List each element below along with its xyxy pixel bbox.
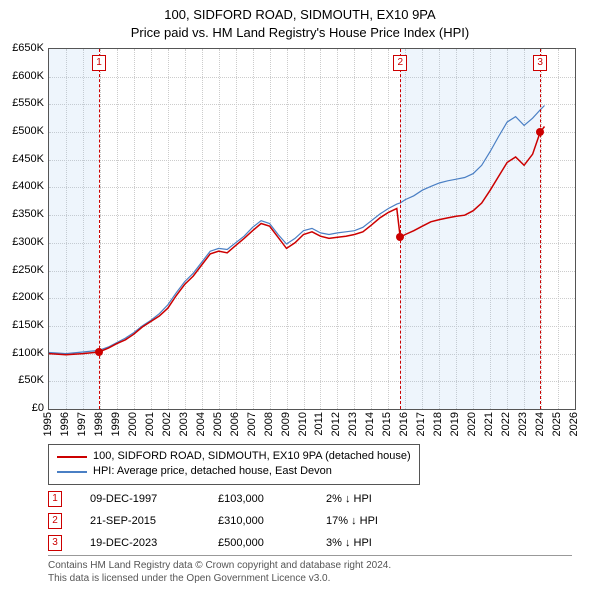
x-tick-label: 2021 [483, 412, 495, 436]
footer-line2: This data is licensed under the Open Gov… [48, 572, 572, 585]
title-line1: 100, SIDFORD ROAD, SIDMOUTH, EX10 9PA [0, 6, 600, 24]
x-tick-label: 2009 [280, 412, 292, 436]
y-tick-label: £250K [0, 264, 44, 276]
y-tick-label: £0 [0, 402, 44, 414]
x-tick-label: 2010 [297, 412, 309, 436]
footer: Contains HM Land Registry data © Crown c… [48, 555, 572, 585]
x-tick-label: 2004 [195, 412, 207, 436]
x-tick-label: 2025 [551, 412, 563, 436]
x-tick-label: 2019 [449, 412, 461, 436]
x-tick-label: 2016 [398, 412, 410, 436]
chart-area: 1 2 3 [48, 48, 576, 410]
chart-svg [49, 49, 575, 409]
x-tick-label: 2003 [178, 412, 190, 436]
legend-swatch-price [57, 456, 87, 458]
x-tick-label: 2026 [568, 412, 580, 436]
event-dot [95, 348, 103, 356]
title-line2: Price paid vs. HM Land Registry's House … [0, 24, 600, 42]
legend-row: 100, SIDFORD ROAD, SIDMOUTH, EX10 9PA (d… [57, 449, 411, 464]
x-tick-label: 2022 [500, 412, 512, 436]
x-tick-label: 2018 [432, 412, 444, 436]
x-tick-label: 2000 [127, 412, 139, 436]
x-tick-label: 2001 [144, 412, 156, 436]
y-tick-label: £300K [0, 236, 44, 248]
x-tick-label: 2023 [517, 412, 529, 436]
event-marker: 3 [533, 55, 547, 71]
event-date: 21-SEP-2015 [90, 515, 190, 527]
event-badge: 3 [48, 535, 62, 551]
events-table: 1 09-DEC-1997 £103,000 2% ↓ HPI 2 21-SEP… [48, 488, 416, 554]
event-pct: 17% ↓ HPI [326, 515, 416, 527]
y-tick-label: £550K [0, 97, 44, 109]
event-line [400, 49, 401, 409]
x-tick-label: 2005 [212, 412, 224, 436]
legend-box: 100, SIDFORD ROAD, SIDMOUTH, EX10 9PA (d… [48, 444, 420, 485]
x-tick-label: 2020 [466, 412, 478, 436]
series-hpi [49, 106, 545, 354]
x-tick-label: 2007 [246, 412, 258, 436]
x-tick-label: 2015 [381, 412, 393, 436]
event-pct: 3% ↓ HPI [326, 537, 416, 549]
y-tick-label: £100K [0, 347, 44, 359]
legend-label-price: 100, SIDFORD ROAD, SIDMOUTH, EX10 9PA (d… [93, 449, 411, 464]
event-dot [536, 128, 544, 136]
event-marker: 2 [393, 55, 407, 71]
event-date: 19-DEC-2023 [90, 537, 190, 549]
event-price: £103,000 [218, 493, 298, 505]
x-tick-label: 1999 [110, 412, 122, 436]
x-tick-label: 2006 [229, 412, 241, 436]
footer-line1: Contains HM Land Registry data © Crown c… [48, 559, 572, 572]
event-date: 09-DEC-1997 [90, 493, 190, 505]
legend-label-hpi: HPI: Average price, detached house, East… [93, 464, 332, 479]
event-row: 3 19-DEC-2023 £500,000 3% ↓ HPI [48, 532, 416, 554]
y-tick-label: £650K [0, 42, 44, 54]
y-tick-label: £400K [0, 180, 44, 192]
x-tick-label: 2002 [161, 412, 173, 436]
event-badge: 2 [48, 513, 62, 529]
x-tick-label: 1996 [59, 412, 71, 436]
x-tick-label: 2012 [330, 412, 342, 436]
y-tick-label: £350K [0, 208, 44, 220]
x-tick-label: 2011 [313, 412, 325, 436]
x-tick-label: 2017 [415, 412, 427, 436]
x-tick-label: 1997 [76, 412, 88, 436]
event-price: £310,000 [218, 515, 298, 527]
event-row: 2 21-SEP-2015 £310,000 17% ↓ HPI [48, 510, 416, 532]
y-tick-label: £500K [0, 125, 44, 137]
x-tick-label: 2024 [534, 412, 546, 436]
y-tick-label: £450K [0, 153, 44, 165]
x-tick-label: 2008 [263, 412, 275, 436]
x-tick-label: 1998 [93, 412, 105, 436]
event-price: £500,000 [218, 537, 298, 549]
y-tick-label: £600K [0, 70, 44, 82]
title-block: 100, SIDFORD ROAD, SIDMOUTH, EX10 9PA Pr… [0, 0, 600, 41]
series-price_paid [49, 127, 545, 355]
container: 100, SIDFORD ROAD, SIDMOUTH, EX10 9PA Pr… [0, 0, 600, 590]
x-tick-label: 2014 [364, 412, 376, 436]
event-marker: 1 [92, 55, 106, 71]
legend-swatch-hpi [57, 471, 87, 473]
event-dot [396, 233, 404, 241]
event-row: 1 09-DEC-1997 £103,000 2% ↓ HPI [48, 488, 416, 510]
event-line [540, 49, 541, 409]
x-tick-label: 2013 [347, 412, 359, 436]
event-badge: 1 [48, 491, 62, 507]
y-tick-label: £150K [0, 319, 44, 331]
x-tick-label: 1995 [42, 412, 54, 436]
event-pct: 2% ↓ HPI [326, 493, 416, 505]
y-tick-label: £200K [0, 291, 44, 303]
y-tick-label: £50K [0, 374, 44, 386]
legend-row: HPI: Average price, detached house, East… [57, 464, 411, 479]
